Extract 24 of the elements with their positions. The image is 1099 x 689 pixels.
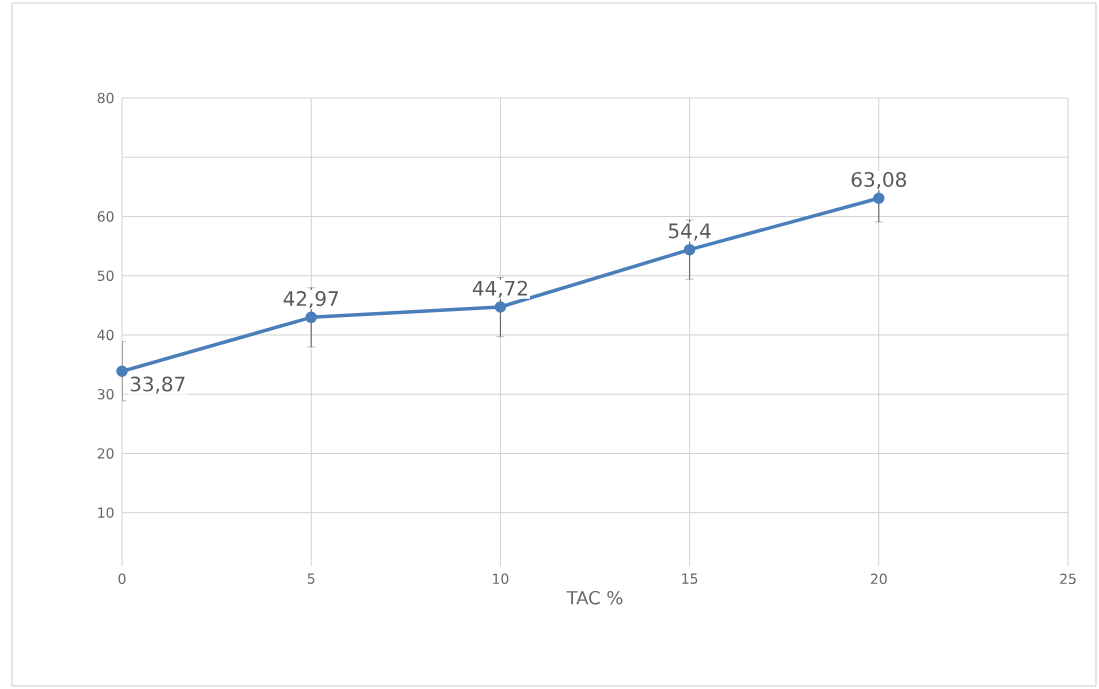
point	[116, 365, 128, 378]
data-label: 42,97	[283, 291, 338, 309]
y-tick-label: 50	[97, 270, 114, 281]
data-label: 63,08	[851, 171, 906, 190]
y-tick-label: 10	[98, 507, 114, 518]
x-tick-label: 25	[1060, 573, 1076, 585]
y-tick-label: 20	[97, 448, 114, 459]
x-tick-label: 10	[493, 573, 509, 585]
x-axis-title: TAC %	[566, 590, 623, 605]
x-tick-label: 20	[870, 573, 887, 585]
point	[873, 192, 885, 204]
y-tick-label: 60	[97, 211, 114, 222]
point	[305, 311, 317, 324]
y-tick-label: 30	[97, 388, 114, 400]
x-tick-label: 15	[682, 573, 698, 584]
data-label: 33,87	[130, 376, 185, 394]
point	[494, 301, 507, 313]
data-label: 54,4	[668, 223, 711, 241]
x-tick-label: 5	[307, 573, 315, 584]
point	[683, 243, 696, 256]
data-label: 44,72	[472, 280, 527, 298]
y-tick-label: 80	[97, 92, 114, 104]
y-tick-label: 40	[97, 329, 114, 341]
x-tick-label: 0	[118, 573, 126, 585]
